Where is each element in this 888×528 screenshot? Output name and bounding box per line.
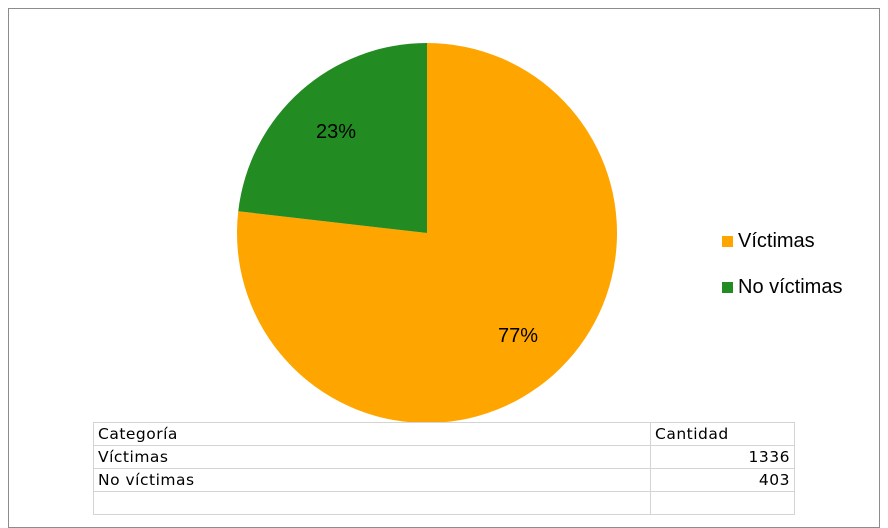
table-row	[93, 491, 795, 515]
legend-label-victimas: Víctimas	[738, 229, 815, 252]
pie-slice-no-victimas	[238, 43, 427, 233]
legend-item-no-victimas: No víctimas	[722, 274, 842, 300]
cell-quantity	[650, 491, 795, 515]
pie-chart: 77% 23%	[237, 43, 618, 423]
cell-category: No víctimas	[93, 468, 651, 492]
header-cantidad: Cantidad	[650, 422, 795, 446]
pct-label-no-victimas: 23%	[316, 121, 356, 143]
legend-item-victimas: Víctimas	[722, 228, 842, 254]
table-row: Víctimas 1336	[93, 445, 795, 469]
pie-slice-victimas	[237, 43, 618, 423]
cell-category	[93, 491, 651, 515]
legend-label-no-victimas: No víctimas	[738, 275, 843, 298]
header-categoria: Categoría	[93, 422, 651, 446]
legend-swatch-no-victimas	[722, 281, 733, 293]
legend: Víctimas No víctimas	[722, 228, 842, 320]
cell-category: Víctimas	[93, 445, 651, 469]
pct-label-victimas: 77%	[498, 325, 538, 347]
table-header-row: Categoría Cantidad	[93, 422, 795, 446]
data-table: Categoría Cantidad Víctimas 1336 No víct…	[93, 422, 795, 515]
table-row: No víctimas 403	[93, 468, 795, 492]
legend-swatch-victimas	[722, 235, 733, 247]
cell-quantity: 1336	[650, 445, 795, 469]
cell-quantity: 403	[650, 468, 795, 492]
